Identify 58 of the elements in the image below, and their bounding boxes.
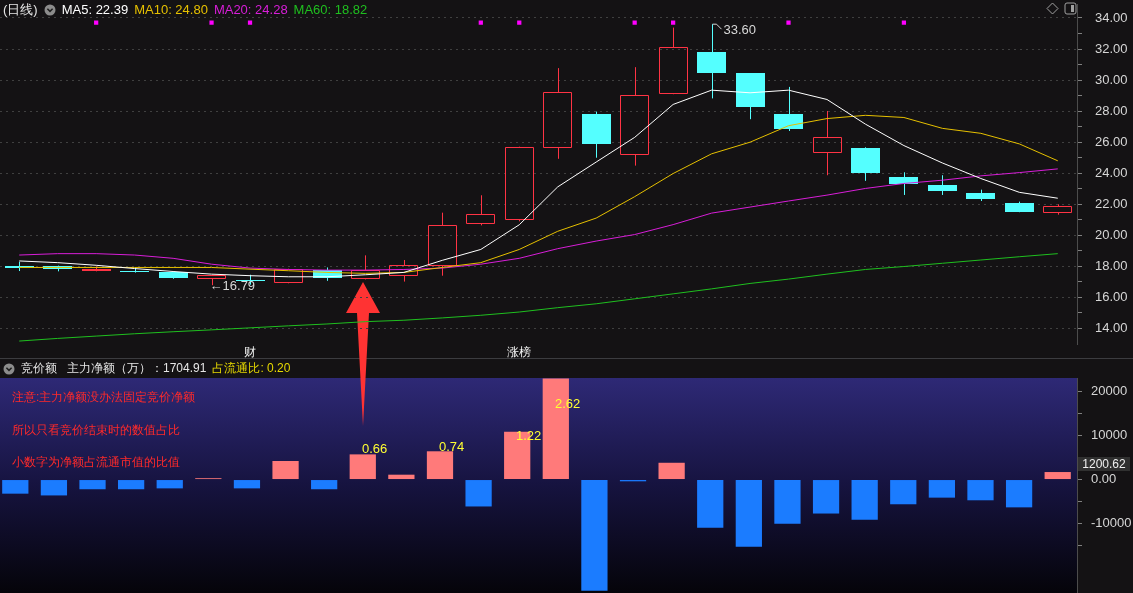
y-tick-label: 32.00 [1095,40,1128,56]
annotation: 注意:主力净额没办法固定竞价净额 [12,390,196,405]
x-tick-label: 财 [244,344,257,359]
bar [426,451,454,480]
bar [890,480,917,505]
bar [774,480,801,524]
y-tick-label: 14.00 [1095,320,1128,336]
y-tick-label: 28.00 [1095,102,1128,118]
x-tick-label: 涨榜 [507,344,532,359]
bar [735,480,762,547]
annotation: ←16.79 [209,277,256,293]
bar [465,480,492,507]
bar [967,480,994,501]
bar [697,480,724,528]
bar [851,480,878,520]
bar [311,480,338,490]
bar [1005,480,1033,508]
text: MA20: 24.28 [213,2,288,17]
bar [928,480,955,498]
text: MA60: 18.82 [293,2,368,17]
bar [272,461,299,480]
bar [79,480,106,490]
annotation: 0.66 [362,441,388,456]
bar [118,480,145,490]
text: MA10: 24.80 [134,2,208,17]
bar [349,454,376,480]
text: 1200.62 [1078,457,1130,471]
bar [2,480,29,494]
annotation: 小数字为净额占流通市值的比值 [12,455,180,470]
annotation: 33.60 [723,21,757,37]
bar [812,480,840,514]
bar [1044,472,1071,480]
bar [388,474,415,480]
y-tick-label: 30.00 [1095,71,1128,87]
bar [40,480,68,496]
chart-title: (日线) [3,0,38,19]
bar [658,462,685,480]
chart-subtitle: 主力净额（万）：1704.91 [67,360,207,377]
y-tick-label: -10000 [1091,515,1132,531]
y-tick-label: 20000 [1091,382,1128,398]
y-tick-label: 10000 [1091,426,1128,442]
y-tick-label: 24.00 [1095,164,1128,180]
annotation: 0.74 [439,439,465,454]
annotation: 所以只看竞价结束时的数值占比 [12,423,180,438]
y-tick-label: 34.00 [1095,9,1128,25]
chart-title: 竞价额 [21,360,57,377]
candlestick [928,174,957,196]
text: MA5: 22.39 [61,2,129,17]
bar [156,480,183,489]
y-tick-label: 22.00 [1095,195,1128,211]
bar [233,480,261,489]
y-tick-label: 26.00 [1095,133,1128,149]
y-tick-label: 20.00 [1095,226,1128,242]
y-tick-label: 18.00 [1095,257,1128,273]
y-tick-label: 16.00 [1095,289,1128,304]
text: 占流通比: 0.20 [212,360,291,377]
bar [581,480,608,591]
y-tick-label: 0.00 [1091,471,1117,487]
